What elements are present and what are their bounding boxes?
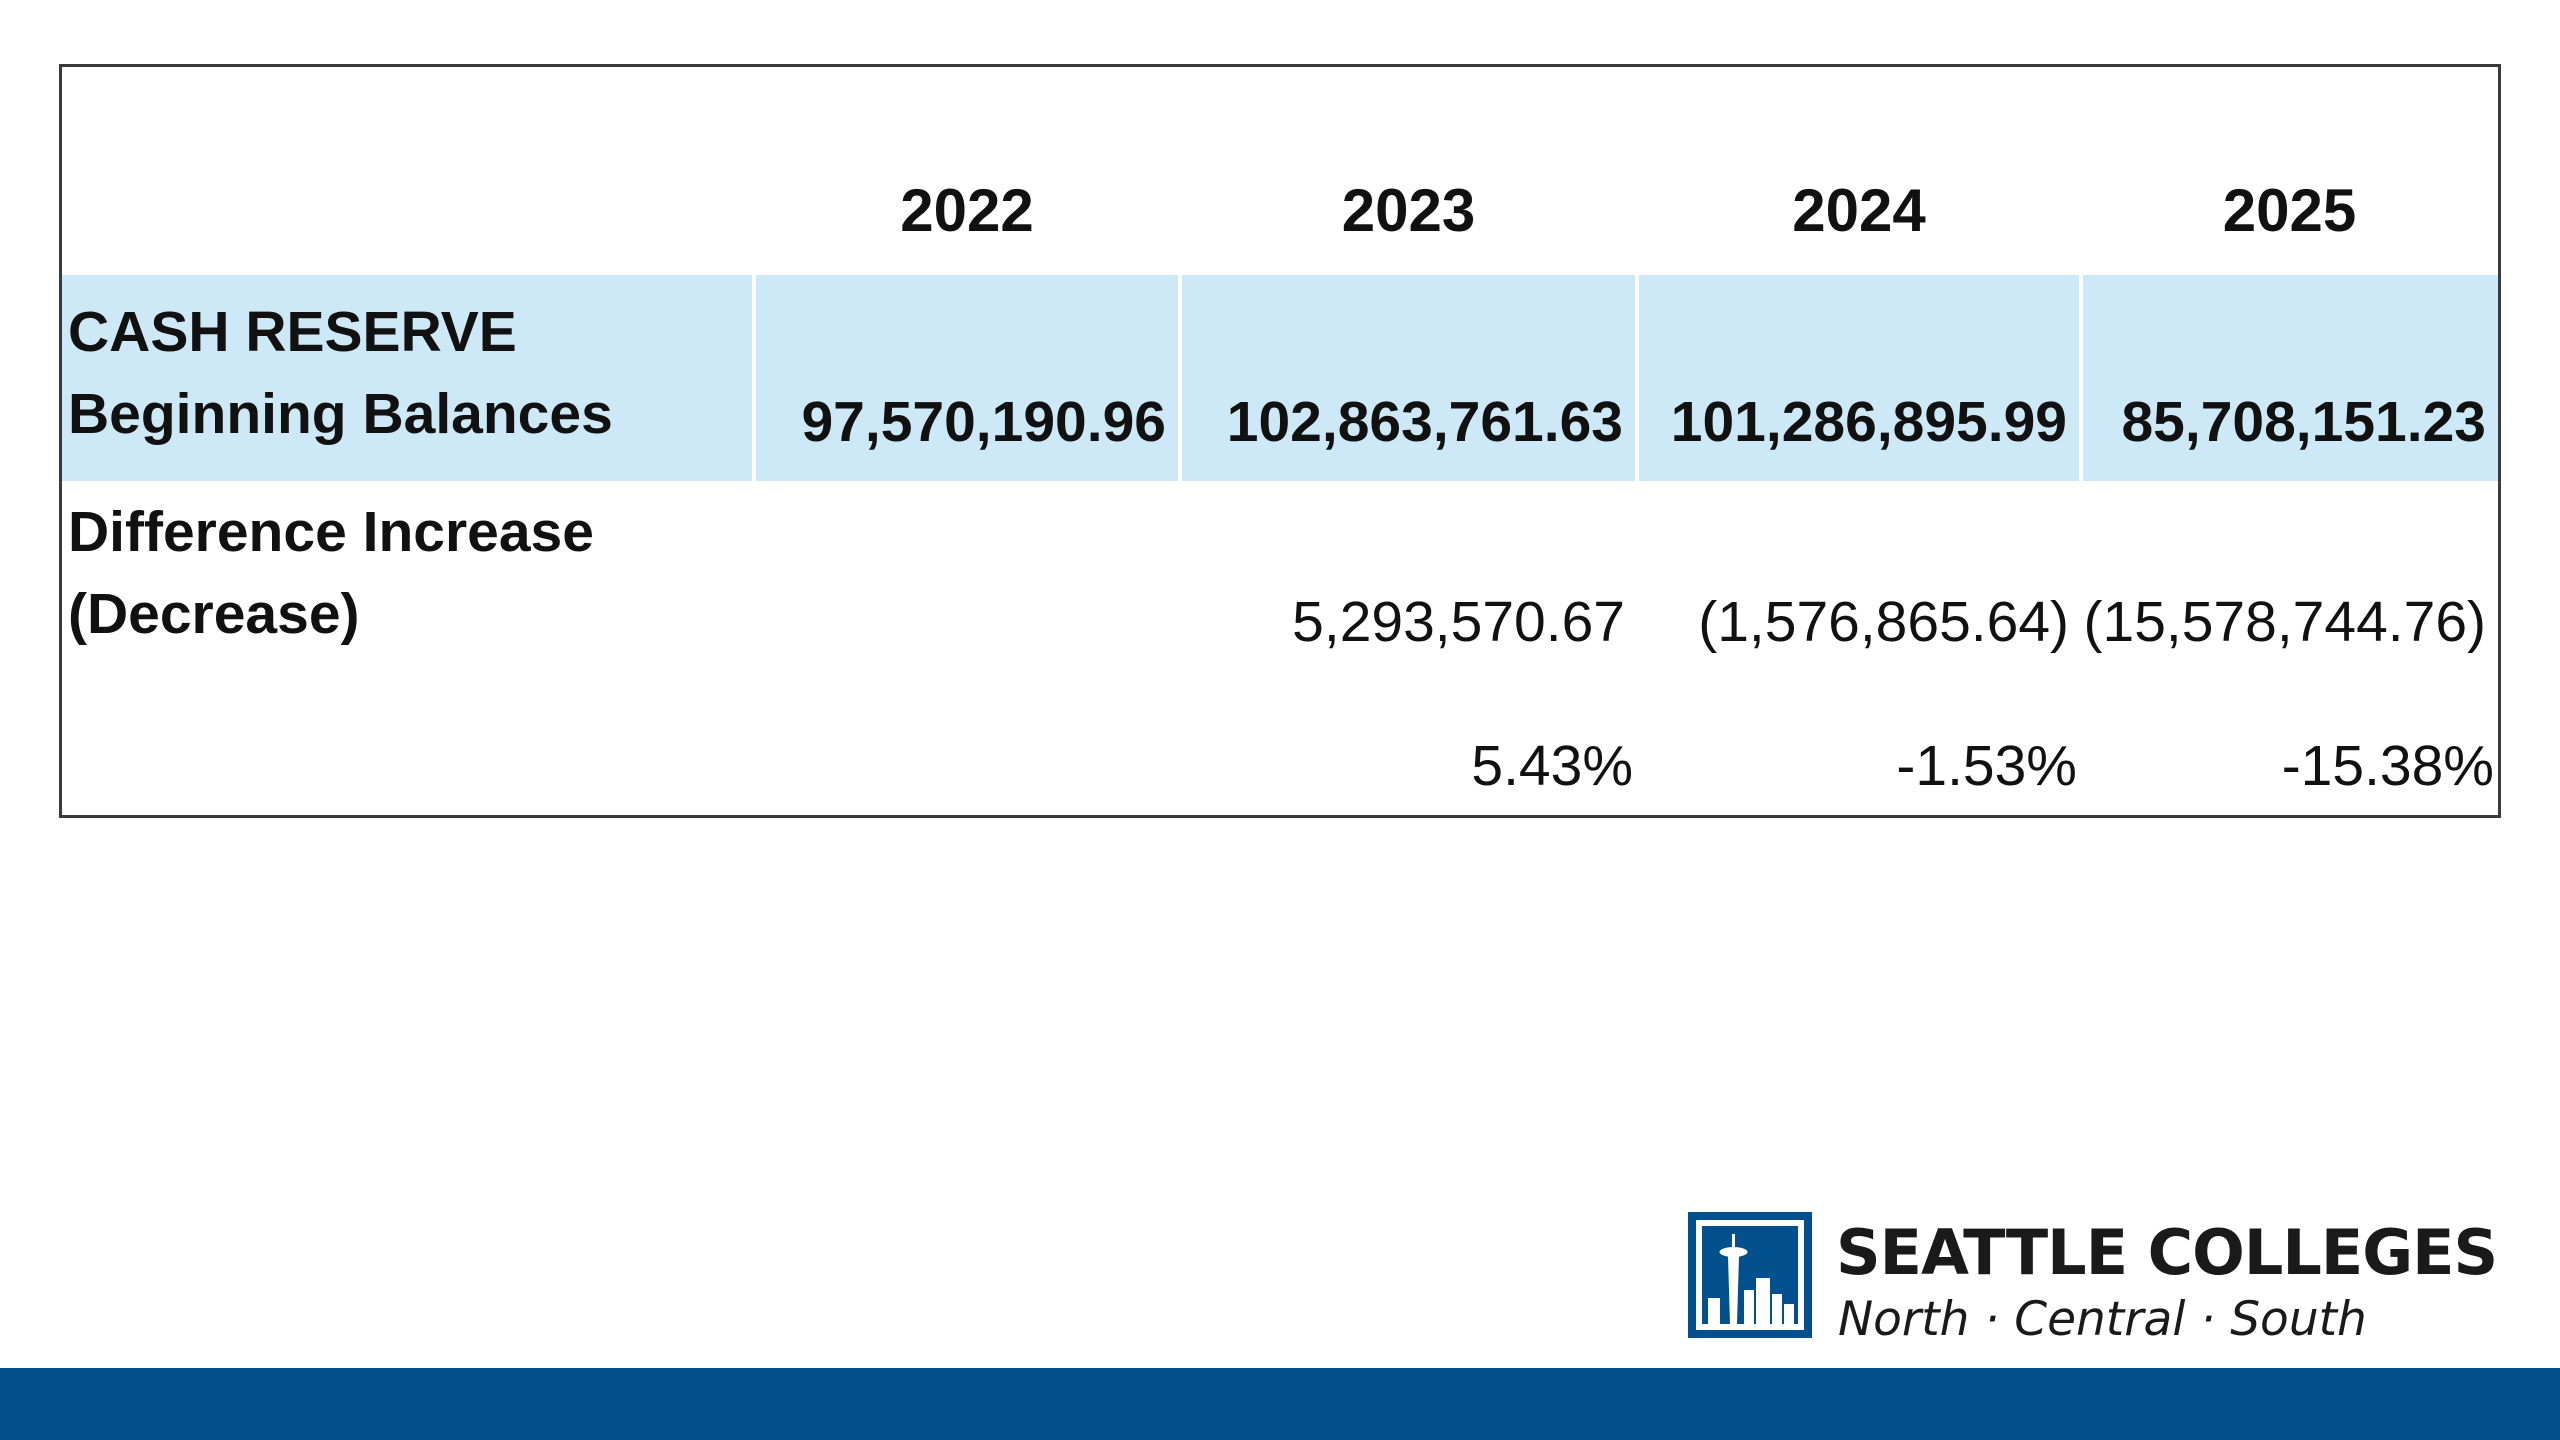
difference-value-cell: (1,576,865.64) <box>1698 590 2069 654</box>
logo-title: SEATTLE COLLEGES <box>1836 1216 2498 1289</box>
difference-value-cell: 5,293,570.67 <box>1292 590 1625 654</box>
row-label-line: Beginning Balances <box>68 382 613 446</box>
space-needle-skyline-icon <box>1688 1212 1812 1338</box>
row-label-cash-reserve: CASH RESERVE Beginning Balances <box>62 275 754 481</box>
reserve-value-cell: 85,708,151.23 <box>2079 275 2498 481</box>
row-label-line: Difference Increase <box>68 500 594 564</box>
year-header: 2023 <box>1341 177 1476 244</box>
logo-subtitle: North · Central · South <box>1838 1292 2367 1347</box>
row-label-line: (Decrease) <box>68 582 360 646</box>
year-header: 2025 <box>2222 177 2357 244</box>
reserve-value-cell: 101,286,895.99 <box>1635 275 2081 481</box>
table-row-difference: Difference Increase (Decrease) 5,293,570… <box>62 481 2498 661</box>
table-row-cash-reserve: CASH RESERVE Beginning Balances 97,570,1… <box>62 275 2498 481</box>
reserve-value-cell: 102,863,761.63 <box>1178 275 1637 481</box>
percent-value-cell: -15.38% <box>2281 734 2494 798</box>
table-row-percent-change: 5.43% -1.53% -15.38% <box>62 661 2498 817</box>
row-label-difference: Difference Increase (Decrease) <box>62 481 754 661</box>
percent-value-cell <box>754 661 1180 817</box>
table-header-row: 2022 2023 2024 2025 <box>62 67 2498 275</box>
reserve-value-cell: 97,570,190.96 <box>752 275 1180 481</box>
cash-reserve-table-frame: 2022 2023 2024 2025 CASH RESERVE Beginni… <box>59 64 2501 818</box>
difference-value-cell: (15,578,744.76) <box>2083 590 2486 654</box>
header-empty-cell <box>62 67 754 275</box>
seattle-colleges-logo: SEATTLE COLLEGES North · Central · South <box>1688 1212 2498 1347</box>
percent-value-cell: 5.43% <box>1471 734 1633 798</box>
percent-value-cell: -1.53% <box>1896 734 2077 798</box>
year-header: 2022 <box>900 177 1034 244</box>
row-label-line: CASH RESERVE <box>68 300 517 364</box>
footer-bar <box>0 1368 2560 1440</box>
year-header: 2024 <box>1792 177 1926 244</box>
difference-value-cell <box>754 481 1180 661</box>
row-label-empty <box>62 661 754 817</box>
cash-reserve-table: 2022 2023 2024 2025 CASH RESERVE Beginni… <box>62 67 2498 817</box>
